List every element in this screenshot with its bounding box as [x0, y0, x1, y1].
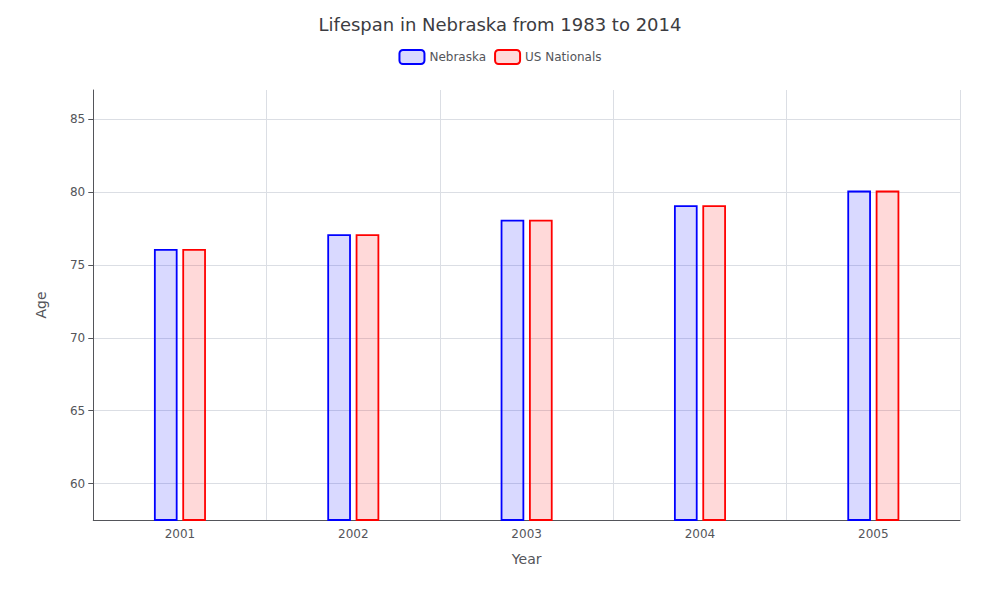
svg-text:60: 60: [70, 477, 85, 491]
svg-text:80: 80: [70, 185, 85, 199]
svg-text:Year: Year: [511, 551, 542, 567]
svg-text:Age: Age: [33, 291, 49, 318]
svg-text:2005: 2005: [858, 527, 889, 541]
svg-text:US Nationals: US Nationals: [525, 50, 601, 64]
svg-text:Nebraska: Nebraska: [429, 50, 486, 64]
svg-text:65: 65: [70, 404, 85, 418]
svg-text:2001: 2001: [165, 527, 196, 541]
svg-text:2004: 2004: [685, 527, 716, 541]
svg-text:2002: 2002: [338, 527, 369, 541]
svg-text:85: 85: [70, 112, 85, 126]
svg-text:70: 70: [70, 331, 85, 345]
svg-text:2003: 2003: [511, 527, 542, 541]
svg-text:75: 75: [70, 258, 85, 272]
svg-text:Lifespan in Nebraska from 1983: Lifespan in Nebraska from 1983 to 2014: [319, 14, 682, 35]
